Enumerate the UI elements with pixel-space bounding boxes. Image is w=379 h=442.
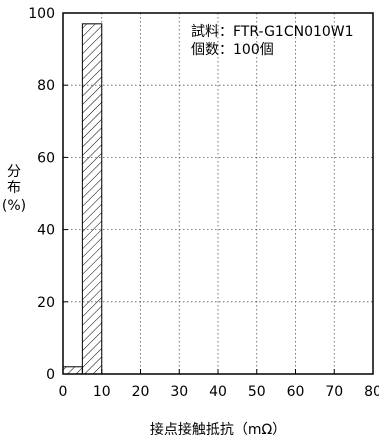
histogram-bar — [81, 23, 103, 375]
y-tick-label: 20 — [37, 295, 55, 311]
x-tick-label: 50 — [248, 384, 266, 400]
grid-lines — [63, 13, 373, 374]
x-tick-label: 80 — [364, 384, 379, 400]
x-tick-label: 40 — [209, 384, 227, 400]
annotation-count: 個数：100個 — [191, 42, 274, 58]
y-tick-labels: 0 20 40 60 80 100 — [28, 6, 55, 383]
y-tick-label: 40 — [37, 223, 55, 239]
y-axis-label-line-3: (%) — [2, 198, 26, 214]
x-tick-labels: 0 10 20 30 40 50 60 70 80 — [59, 384, 379, 400]
histogram-bar — [62, 366, 83, 375]
bars — [62, 23, 103, 375]
y-axis-label-line-1: 分 — [7, 164, 21, 180]
x-tick-label: 60 — [287, 384, 305, 400]
x-tick-label: 0 — [59, 384, 68, 400]
tick-marks — [62, 12, 374, 375]
y-tick-label: 0 — [46, 367, 55, 383]
annotation-sample: 試料：FTR-G1CN010W1 — [191, 24, 354, 40]
x-tick-label: 70 — [325, 384, 343, 400]
y-tick-label: 80 — [37, 78, 55, 94]
y-tick-label: 100 — [28, 6, 55, 22]
y-tick-label: 60 — [37, 150, 55, 166]
y-axis-label-line-2: 布 — [7, 180, 21, 196]
x-axis-label: 接点接触抵抗（mΩ） — [150, 421, 286, 438]
x-tick-label: 30 — [170, 384, 188, 400]
x-tick-label: 20 — [132, 384, 150, 400]
x-tick-label: 10 — [93, 384, 111, 400]
